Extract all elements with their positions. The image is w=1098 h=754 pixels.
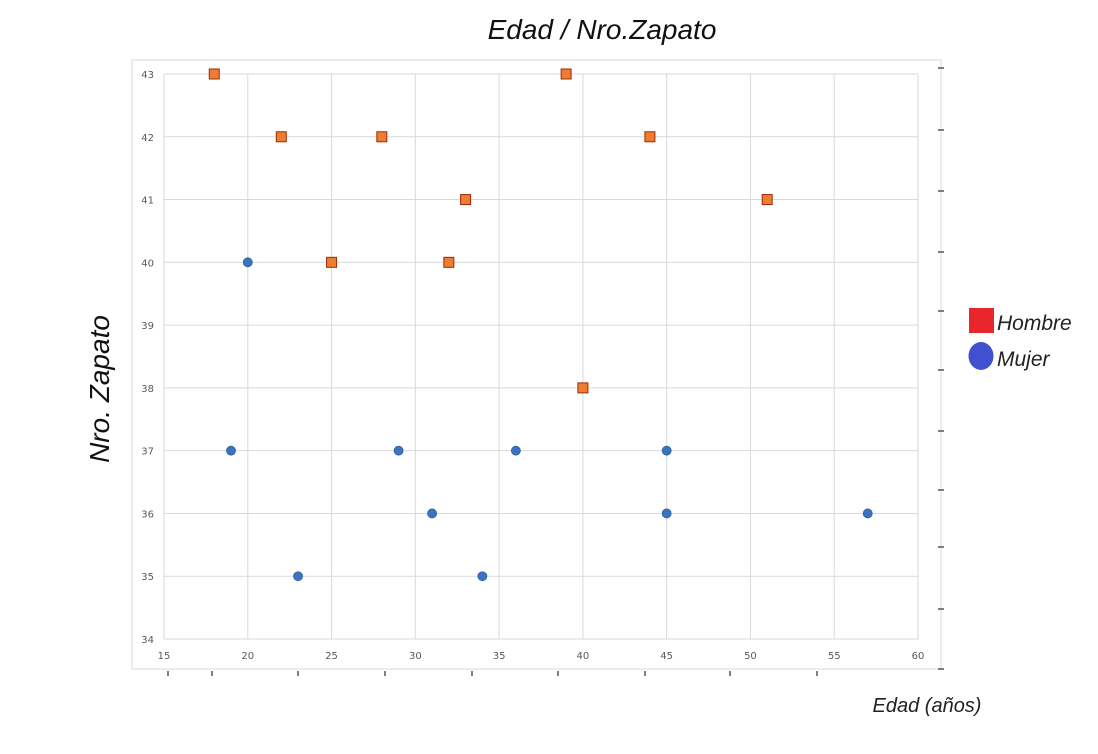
y-tick-label: 38: [141, 384, 154, 395]
data-point-hombre: [326, 256, 338, 268]
y-tick-label: 35: [141, 572, 154, 583]
tick-label-layer: 15 20 25 30 35 40 45 50 55 60 34 35 36 37 38 39 40 41 42 43: [141, 70, 924, 662]
data-point-mujer: [393, 445, 404, 456]
data-point-hombre: [577, 382, 589, 394]
x-tick-label: 60: [912, 651, 925, 662]
chart-area-border: [131, 59, 942, 670]
y-tick-label: 34: [141, 635, 154, 646]
y-tick-label: 43: [141, 70, 154, 81]
x-tick-label: 35: [493, 651, 506, 662]
chart-title: Edad / Nro.Zapato: [488, 14, 717, 45]
data-point-hombre: [275, 131, 287, 143]
y-tick-label: 39: [141, 321, 154, 332]
data-point-mujer: [427, 508, 437, 519]
data-point-mujer: [661, 508, 672, 519]
data-point-mujer: [242, 257, 253, 268]
y-tick-label: 41: [141, 196, 154, 207]
y-tick-label: 37: [141, 447, 154, 458]
plot-area-border: [163, 73, 919, 640]
x-tick-label: 20: [241, 651, 254, 662]
y-tick-label: 40: [141, 258, 154, 269]
y-axis-title: Nro. Zapato: [84, 315, 115, 463]
x-tick-label: 15: [158, 651, 171, 662]
y-tick-label: 36: [141, 509, 154, 520]
legend: Hombre Mujer: [968, 308, 1072, 371]
data-point-hombre: [644, 131, 656, 143]
decorative-tick-marks: [167, 67, 944, 676]
data-point-mujer: [293, 571, 303, 582]
x-tick-label: 55: [828, 651, 841, 662]
x-tick-label: 40: [577, 651, 590, 662]
x-axis-title: Edad (años): [873, 695, 982, 717]
data-point-hombre: [376, 131, 388, 143]
legend-label-hombre: Hombre: [997, 312, 1072, 335]
data-point-hombre: [208, 68, 220, 80]
x-tick-label: 25: [325, 651, 338, 662]
data-point-hombre: [460, 194, 472, 206]
legend-swatch-mujer: [968, 342, 994, 370]
legend-swatch-hombre: [969, 308, 994, 333]
data-point-mujer: [510, 445, 521, 456]
x-tick-label: 45: [660, 651, 673, 662]
data-point-mujer: [661, 445, 672, 456]
data-point-mujer: [477, 571, 488, 582]
data-point-mujer: [862, 508, 873, 519]
data-point-hombre: [761, 194, 773, 206]
data-point-hombre: [560, 68, 572, 80]
data-points-layer: [208, 68, 873, 582]
y-tick-label: 42: [141, 133, 154, 144]
x-tick-label: 30: [409, 651, 422, 662]
legend-label-mujer: Mujer: [997, 348, 1051, 371]
x-tick-label: 50: [744, 651, 757, 662]
data-point-mujer: [226, 445, 236, 456]
data-point-hombre: [443, 256, 455, 268]
